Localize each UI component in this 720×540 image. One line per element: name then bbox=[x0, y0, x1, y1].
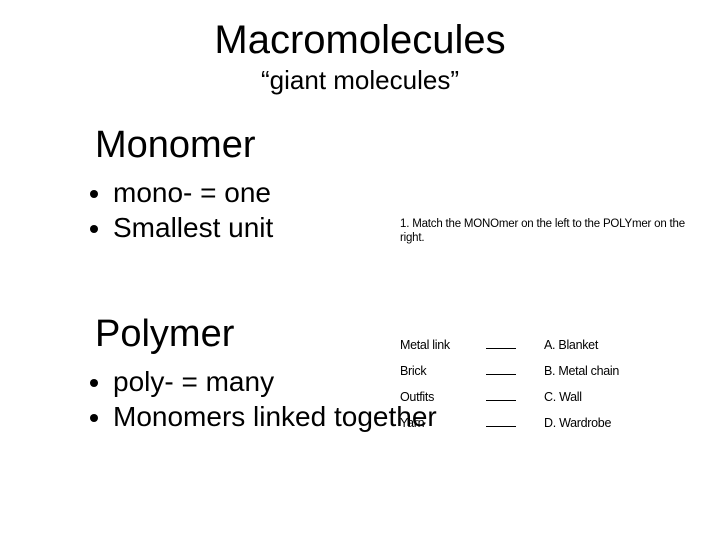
worksheet-blank bbox=[486, 339, 516, 349]
worksheet-right-text: Metal chain bbox=[558, 364, 619, 378]
list-item: mono- = one bbox=[113, 175, 720, 210]
section-heading-monomer: Monomer bbox=[95, 124, 720, 167]
worksheet-right-letter: D. bbox=[544, 416, 556, 430]
worksheet-right-row: C. Wall bbox=[544, 390, 694, 404]
worksheet-left-column: Metal link Brick Outfits Yarn bbox=[400, 338, 516, 442]
worksheet-instruction: 1. Match the MONOmer on the left to the … bbox=[400, 218, 700, 246]
worksheet-right-row: B. Metal chain bbox=[544, 364, 694, 378]
worksheet-blank bbox=[486, 417, 516, 427]
worksheet-panel: 1. Match the MONOmer on the left to the … bbox=[400, 218, 700, 442]
worksheet-left-label: Yarn bbox=[400, 416, 482, 430]
worksheet-instruction-number: 1. bbox=[400, 218, 409, 230]
worksheet-right-text: Wardrobe bbox=[559, 416, 611, 430]
worksheet-right-letter: B. bbox=[544, 364, 555, 378]
worksheet-left-row: Brick bbox=[400, 364, 516, 378]
worksheet-blank bbox=[486, 365, 516, 375]
worksheet-left-row: Metal link bbox=[400, 338, 516, 352]
worksheet-left-label: Brick bbox=[400, 364, 482, 378]
worksheet-right-letter: C. bbox=[544, 390, 556, 404]
worksheet-left-label: Metal link bbox=[400, 338, 482, 352]
worksheet-right-row: D. Wardrobe bbox=[544, 416, 694, 430]
worksheet-blank bbox=[486, 391, 516, 401]
worksheet-right-text: Blanket bbox=[558, 338, 598, 352]
page-title: Macromolecules bbox=[0, 18, 720, 63]
worksheet-right-column: A. Blanket B. Metal chain C. Wall D. War… bbox=[544, 338, 694, 442]
worksheet-right-text: Wall bbox=[559, 390, 582, 404]
page-subtitle: “giant molecules” bbox=[0, 65, 720, 96]
worksheet-left-row: Outfits bbox=[400, 390, 516, 404]
worksheet-right-row: A. Blanket bbox=[544, 338, 694, 352]
worksheet-right-letter: A. bbox=[544, 338, 555, 352]
worksheet-left-label: Outfits bbox=[400, 390, 482, 404]
worksheet-left-row: Yarn bbox=[400, 416, 516, 430]
worksheet-instruction-text: Match the MONOmer on the left to the POL… bbox=[400, 218, 685, 244]
